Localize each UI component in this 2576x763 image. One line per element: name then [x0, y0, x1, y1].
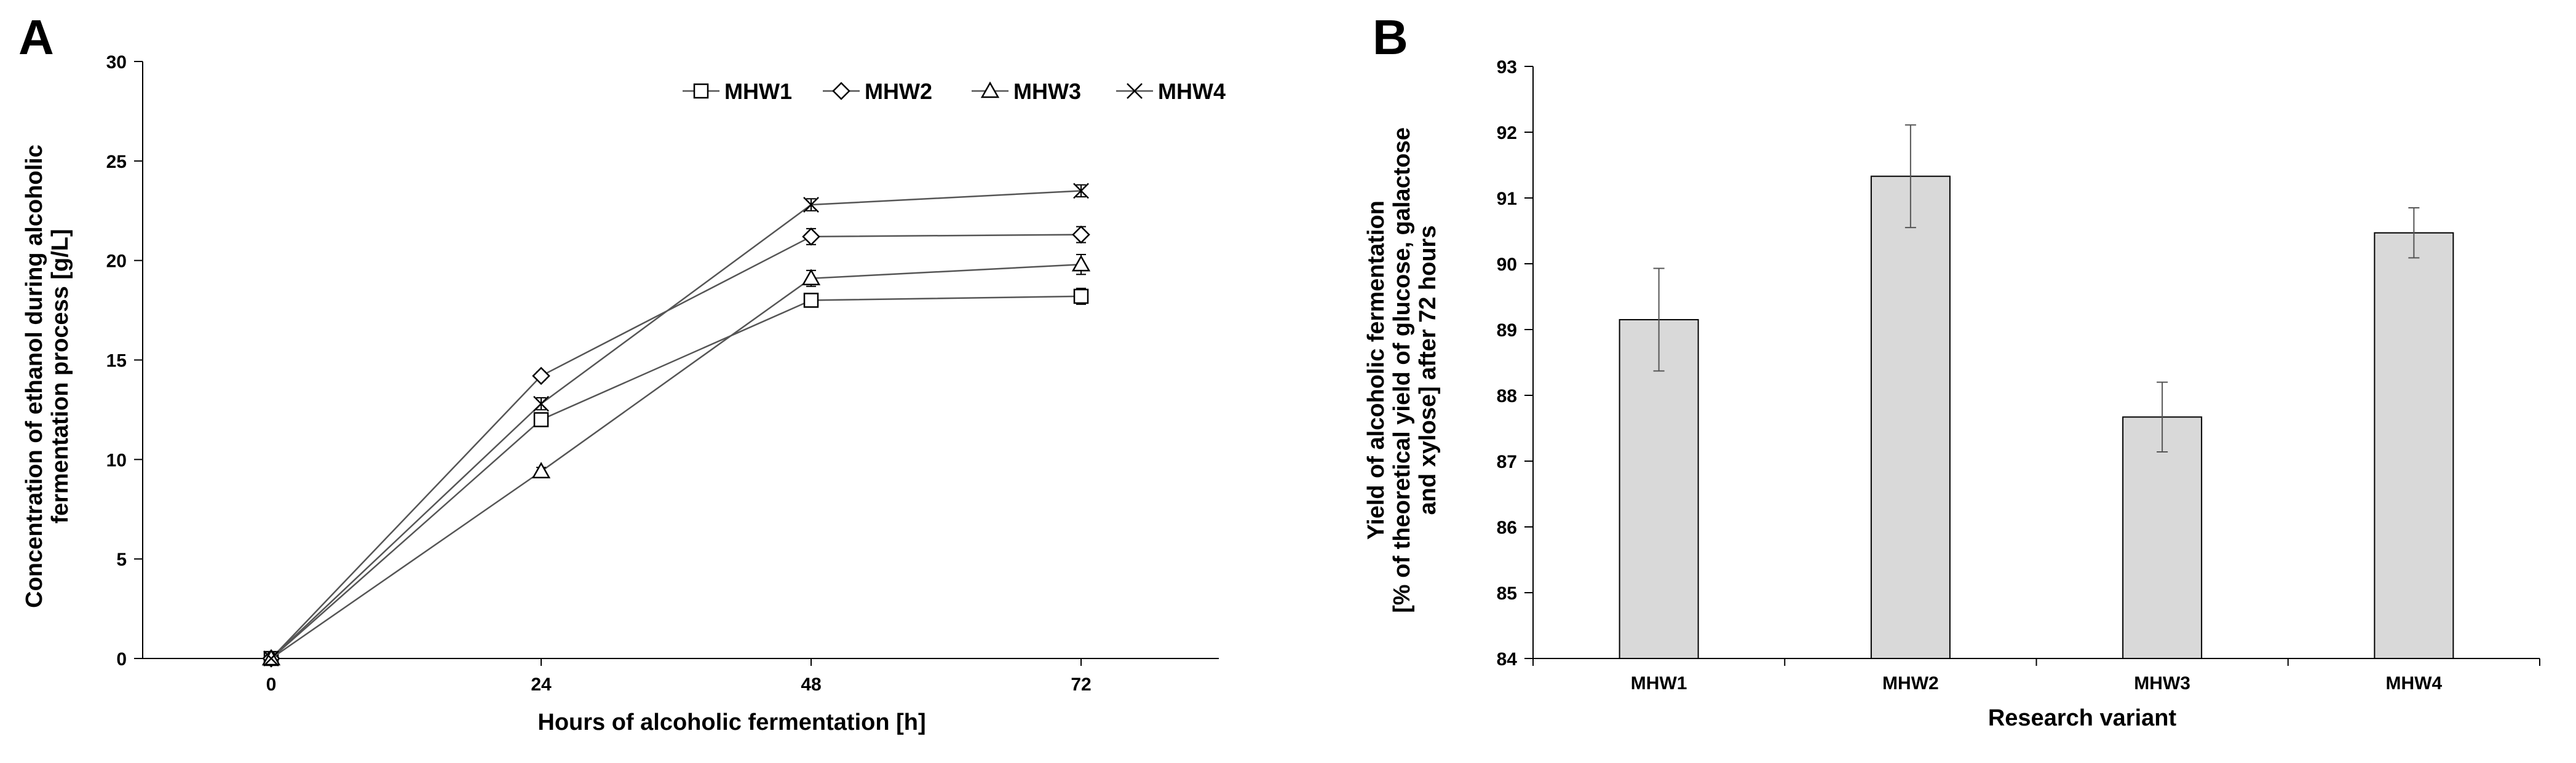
panel-a-point-mhw1: [1073, 288, 1089, 304]
panel-a-y-tick-label: 20: [106, 251, 127, 272]
panel-b-y-tick-label: 89: [1497, 320, 1517, 341]
panel-b-x-tick-label: MHW4: [2386, 673, 2443, 694]
panel-a-point-mhw4-stroke2: [533, 395, 549, 412]
legend-marker-mhw4: [1127, 83, 1143, 99]
panel-b-x-tick-label: MHW2: [1882, 673, 1939, 694]
legend-marker-mhw2: [832, 82, 850, 100]
panel-a-point-mhw2: [532, 366, 550, 385]
panel-a-x-tick-label: 48: [801, 674, 821, 695]
panel-b-y-tick-label: 92: [1497, 123, 1517, 143]
panel-a-series-mhw1: [263, 287, 1089, 666]
panel-b-y-tick-label: 86: [1497, 518, 1517, 538]
panel-a-point-mhw3: [801, 269, 821, 286]
panel-a-y-tick-label: 0: [116, 649, 127, 670]
panel-b-x-tick-label: MHW3: [2134, 673, 2190, 694]
panel-a-line-chart: A 0 5 10 15 20 25 30 0 24 48 72 Hours of alcoholi…: [18, 10, 1226, 735]
panel-b-y-tick-label: 84: [1497, 649, 1518, 670]
panel-b-bar-mhw1: [1619, 318, 1699, 659]
panel-a-x-tick-label: 24: [531, 674, 552, 695]
panel-b-bar-mhw3: [2122, 416, 2203, 659]
panel-a-label: A: [18, 10, 54, 65]
legend-marker-mhw3: [980, 81, 1000, 98]
panel-a-line-mhw4: [271, 190, 1082, 659]
panel-a-point-mhw2: [1072, 225, 1090, 244]
panel-a-point-mhw4-stroke2: [1073, 183, 1089, 199]
panel-a-point-mhw1: [803, 293, 819, 308]
legend-label-mhw4: MHW4: [1158, 79, 1226, 104]
panel-b-y-tick-label: 90: [1497, 255, 1517, 275]
panel-a-y-tick-label: 5: [116, 550, 127, 570]
panel-b-y-tick-label: 93: [1497, 57, 1517, 77]
panel-a-series-mhw2: [262, 225, 1090, 668]
panel-a-y-tick-label: 25: [106, 152, 127, 172]
panel-b-bar-mhw2: [1870, 175, 1951, 659]
panel-b-x-tick-label: MHW1: [1631, 673, 1687, 694]
panel-b-y-axis-title-line3: and xylose] after 72 hours: [1415, 226, 1441, 515]
panel-a-point-mhw4-stroke2: [803, 197, 819, 213]
panel-a-series-mhw3: [261, 253, 1091, 666]
panel-b-y-axis-title-line1: Yield of alcoholic fermentation: [1363, 200, 1389, 540]
legend-label-mhw2: MHW2: [865, 79, 932, 104]
panel-a-line-mhw3: [271, 263, 1082, 660]
panel-b-y-axis-title-line2: [% of theoretical yield of glucose, gala…: [1389, 127, 1415, 613]
legend-label-mhw3: MHW3: [1013, 79, 1081, 104]
panel-a-point-mhw4: [533, 395, 549, 412]
legend-label-mhw1: MHW1: [724, 79, 792, 104]
panel-a-series-mhw4: [263, 183, 1089, 666]
panel-a-legend: MHW1 MHW2 MHW3 MHW4: [683, 79, 1226, 104]
panel-b-y-tick-label: 87: [1497, 452, 1517, 472]
panel-b-label: B: [1373, 10, 1408, 65]
panel-a-x-axis-title: Hours of alcoholic fermentation [h]: [537, 710, 925, 735]
legend-marker-mhw1: [693, 83, 709, 99]
panel-a-y-tick-label: 30: [106, 52, 127, 73]
panel-a-x-tick-label: 0: [266, 674, 277, 695]
panel-a-point-mhw4-stroke2: [263, 650, 279, 666]
legend-marker-mhw4-stroke2: [1127, 83, 1143, 99]
panel-a-y-tick-label: 10: [106, 450, 127, 470]
panel-a-point-mhw4: [1073, 183, 1089, 199]
panel-a-y-tick-label: 15: [106, 351, 127, 371]
panel-b-y-tick-label: 91: [1497, 189, 1517, 209]
panel-a-point-mhw3: [531, 462, 551, 479]
panel-a-line-mhw1: [271, 295, 1082, 659]
panel-a-point-mhw4: [263, 650, 279, 666]
panel-b-y-tick-label: 88: [1497, 386, 1517, 406]
panel-a-point-mhw3: [1071, 255, 1091, 272]
panel-b-y-tick-label: 85: [1497, 583, 1517, 604]
panel-a-point-mhw1: [533, 412, 549, 427]
panel-b-x-axis-title: Research variant: [1988, 705, 2177, 731]
panel-a-point-mhw2: [802, 227, 820, 246]
panel-a-x-tick-label: 72: [1071, 674, 1091, 695]
panel-a-line-mhw2: [271, 234, 1082, 659]
panel-b-bar-mhw4: [2374, 232, 2454, 659]
panel-a-y-axis-title-line2: fermentation process [g/L]: [47, 229, 73, 523]
panel-a-point-mhw4: [803, 197, 819, 213]
panel-a-y-axis-title-line1: Concentration of ethanol during alcoholi…: [22, 144, 47, 608]
